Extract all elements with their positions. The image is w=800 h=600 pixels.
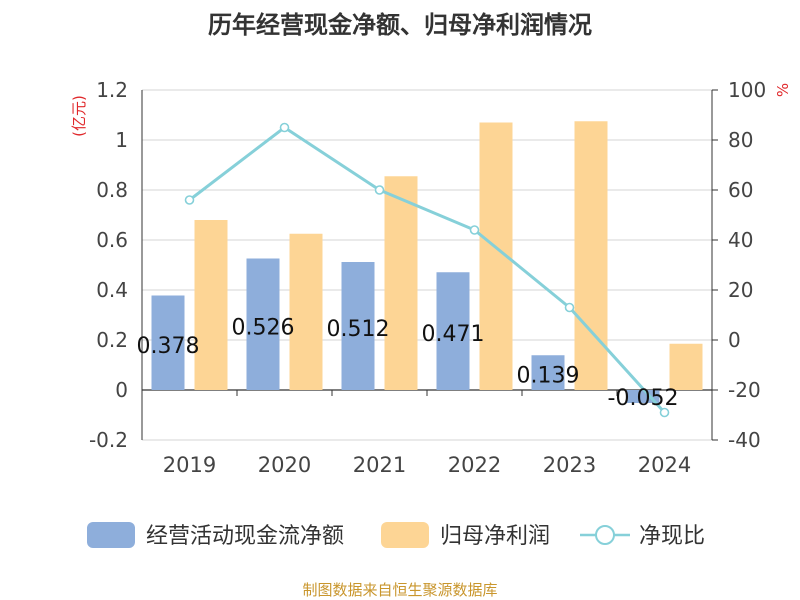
axes: -0.2 0 0.2 0.4 0.6 0.8 1 1.2 -40 -20 0 20 40 60 80 100 2…	[89, 78, 766, 477]
left-axis-label: (亿元)	[70, 95, 88, 137]
ratio-line	[184, 122, 670, 418]
data-labels: 0.378 0.526 0.512 0.471 0.139 -0.052	[137, 315, 679, 411]
source-note: 制图数据来自恒生聚源数据库	[302, 581, 497, 599]
netprofit-bar	[194, 220, 228, 390]
cashflow-data-label: -0.052	[608, 386, 679, 411]
x-tick-label: 2021	[353, 453, 406, 477]
cashflow-bar	[151, 295, 185, 390]
x-tick-label: 2024	[638, 453, 691, 477]
x-tick-label: 2022	[448, 453, 501, 477]
left-tick-label: 0.6	[96, 228, 128, 252]
netprofit-bar	[669, 343, 703, 390]
ratio-point	[469, 225, 480, 235]
x-tick-label: 2019	[163, 453, 216, 477]
right-tick-label: -20	[728, 378, 761, 402]
legend-label: 经营活动现金流净额	[146, 524, 344, 549]
left-tick-label: 0.8	[96, 178, 128, 202]
left-tick-label: 1.2	[96, 78, 128, 102]
right-tick-label: 40	[728, 228, 753, 252]
legend: 经营活动现金流净额 归母净利润 净现比	[87, 522, 705, 549]
cashflow-data-label: 0.378	[137, 334, 200, 359]
right-tick-label: 100	[728, 78, 766, 102]
cashflow-data-label: 0.471	[422, 322, 485, 347]
ratio-line-path	[188, 126, 666, 414]
x-tick-label: 2020	[258, 453, 311, 477]
ratio-point	[659, 407, 670, 418]
right-tick-label: -40	[728, 428, 761, 452]
legend-swatch-cashflow	[87, 522, 135, 548]
legend-swatch-netprofit	[381, 522, 429, 548]
netprofit-bar	[574, 121, 608, 390]
cashflow-data-label: 0.512	[327, 317, 390, 342]
netprofit-bar	[384, 176, 418, 390]
left-tick-label: 1	[115, 128, 128, 152]
right-axis-label: %	[774, 83, 792, 97]
legend-label: 净现比	[639, 524, 705, 549]
netprofit-bar	[289, 233, 323, 390]
ratio-point	[564, 302, 575, 313]
left-tick-label: -0.2	[89, 428, 128, 452]
cashflow-bar	[531, 355, 565, 390]
left-tick-label: 0.2	[96, 328, 128, 352]
legend-swatch-ratio-marker	[595, 525, 615, 545]
left-tick-label: 0.4	[96, 278, 128, 302]
ratio-point	[279, 122, 290, 133]
cashflow-data-label: 0.139	[517, 364, 580, 389]
cashflow-bar	[436, 272, 470, 390]
legend-label: 归母净利润	[440, 524, 550, 549]
chart-title: 历年经营现金净额、归母净利润情况	[208, 11, 592, 39]
cashflow-bar	[341, 262, 375, 390]
ratio-point	[184, 195, 195, 205]
left-tick-label: 0	[115, 378, 128, 402]
ratio-point	[374, 185, 385, 195]
cashflow-bar	[246, 258, 280, 390]
right-tick-label: 60	[728, 178, 753, 202]
bars	[151, 121, 703, 403]
cashflow-data-label: 0.526	[232, 315, 295, 340]
right-tick-label: 20	[728, 278, 753, 302]
right-tick-label: 0	[728, 328, 741, 352]
x-tick-label: 2023	[543, 453, 596, 477]
right-tick-label: 80	[728, 128, 753, 152]
